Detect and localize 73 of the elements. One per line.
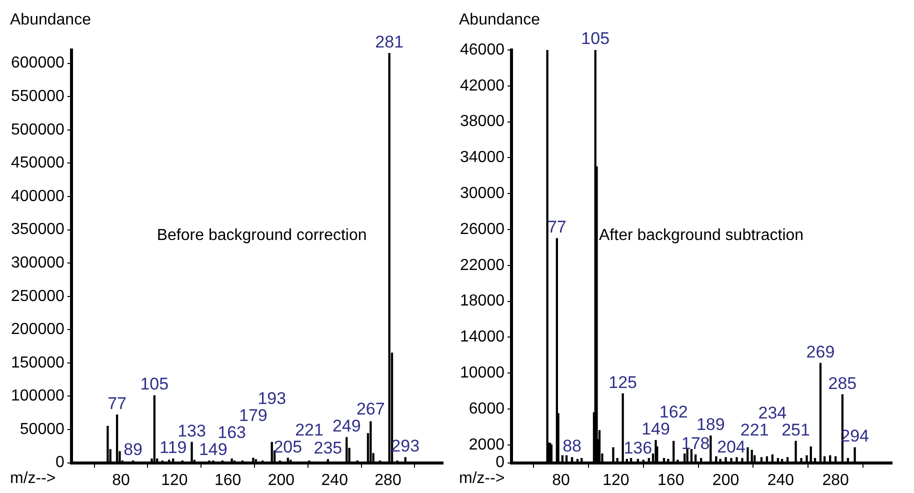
annotation: 251 <box>782 420 810 440</box>
annotation: After background subtraction <box>599 227 804 244</box>
x-axis-title: m/z--> <box>459 470 505 488</box>
annotation: 204 <box>717 438 746 456</box>
annotation: Before background correction <box>156 227 367 244</box>
annotation: 162 <box>659 402 688 422</box>
annotation: 105 <box>581 29 610 48</box>
annotation: 89 <box>124 440 143 459</box>
x-tick-label: 240 <box>321 472 348 489</box>
y-tick-label: 400000 <box>11 188 64 205</box>
y-tick-label: 30000 <box>460 184 505 202</box>
y-tick-label: 350000 <box>11 221 64 238</box>
y-tick-label: 6000 <box>468 400 505 418</box>
x-tick-label: 80 <box>112 472 130 489</box>
annotation: 119 <box>160 438 187 457</box>
annotation: 149 <box>198 440 228 459</box>
y-tick-label: 22000 <box>460 256 505 274</box>
annotation: 193 <box>258 388 286 408</box>
x-axis-title: m/z--> <box>10 470 56 488</box>
x-tick-label: 160 <box>214 472 242 489</box>
x-tick-label: 280 <box>822 472 850 489</box>
y-tick-label: 0 <box>496 454 505 472</box>
y-tick-label: 550000 <box>11 88 64 106</box>
y-tick-label: 14000 <box>460 328 505 346</box>
annotation: 178 <box>681 434 710 453</box>
y-tick-label: 600000 <box>11 54 64 72</box>
y-tick-label: 18000 <box>460 292 505 310</box>
y-tick-label: 100000 <box>11 388 64 405</box>
annotation: 149 <box>642 420 670 439</box>
y-tick-label: 250000 <box>11 288 64 305</box>
y-tick-label: 42000 <box>460 77 505 94</box>
x-tick-label: 80 <box>552 472 570 489</box>
x-tick-label: 120 <box>602 472 630 489</box>
y-tick-label: 38000 <box>460 113 505 130</box>
y-tick-label: 450000 <box>11 154 64 172</box>
y-tick-label: 50000 <box>20 420 64 438</box>
y-axis-title: Abundance <box>459 11 540 28</box>
annotation: 125 <box>608 372 638 392</box>
annotation: 133 <box>178 421 206 440</box>
annotation: 221 <box>740 420 769 440</box>
y-tick-label: 150000 <box>11 354 64 372</box>
annotation: 179 <box>239 406 268 425</box>
y-tick-label: 300000 <box>11 254 64 272</box>
annotation: 269 <box>806 342 835 362</box>
annotation: 77 <box>108 394 126 414</box>
annotation: 136 <box>624 438 652 458</box>
annotation: 88 <box>562 436 582 456</box>
annotation: 285 <box>828 374 857 393</box>
annotation: 105 <box>140 374 169 394</box>
y-tick-label: 0 <box>55 454 64 472</box>
y-tick-label: 2000 <box>468 436 505 454</box>
annotation: 235 <box>314 438 342 458</box>
y-tick-label: 10000 <box>460 364 505 382</box>
annotation: 267 <box>356 400 385 419</box>
y-tick-label: 500000 <box>11 121 64 138</box>
annotation: 234 <box>758 404 787 422</box>
x-tick-label: 280 <box>374 472 402 489</box>
annotation: 249 <box>332 416 361 436</box>
y-tick-label: 26000 <box>460 220 505 238</box>
y-tick-label: 200000 <box>11 321 64 338</box>
annotation: 281 <box>375 32 404 52</box>
annotation: 221 <box>295 420 324 440</box>
x-tick-label: 120 <box>161 472 188 489</box>
annotation: 163 <box>218 422 246 442</box>
x-tick-label: 200 <box>712 472 740 489</box>
annotation: 189 <box>696 415 725 434</box>
y-axis-title: Abundance <box>10 11 92 28</box>
x-tick-label: 240 <box>767 472 794 489</box>
y-tick-label: 46000 <box>460 41 505 58</box>
x-tick-label: 160 <box>658 472 684 489</box>
y-tick-label: 34000 <box>460 149 505 166</box>
annotation: 205 <box>274 437 302 456</box>
x-tick-label: 200 <box>268 472 295 489</box>
